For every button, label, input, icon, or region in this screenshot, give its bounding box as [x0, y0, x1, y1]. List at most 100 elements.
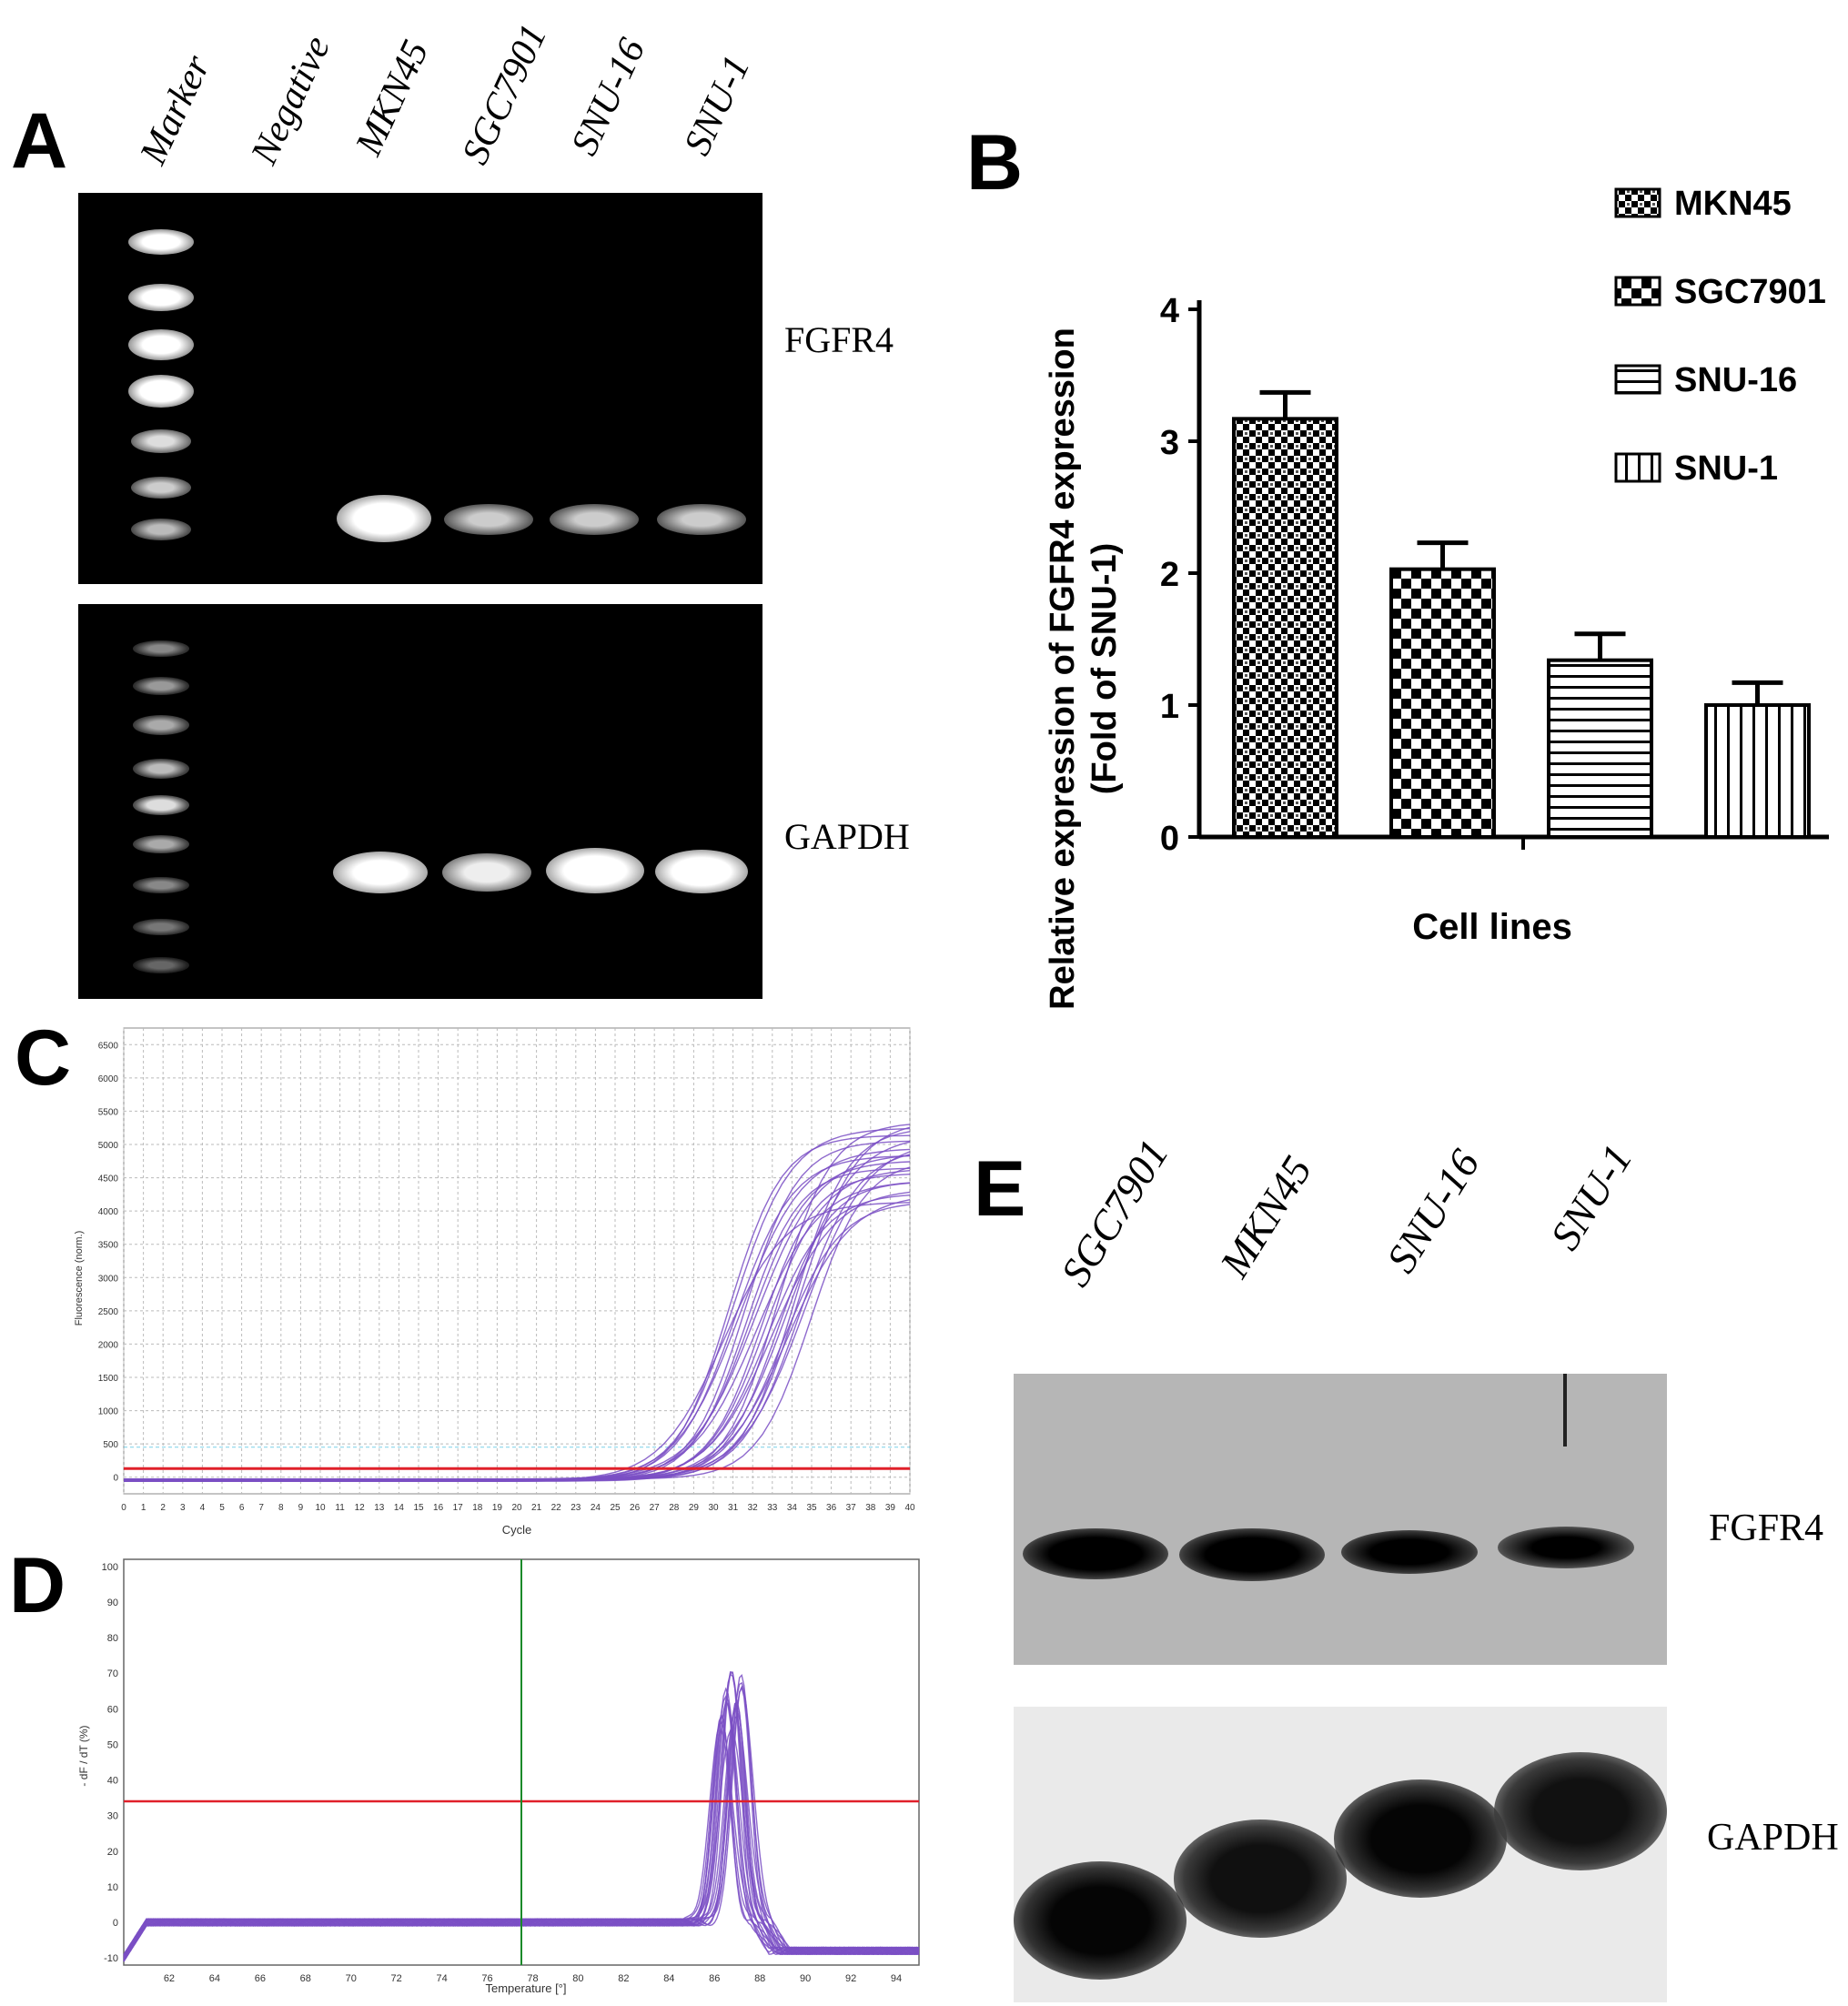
c-x-tick-label: 22: [551, 1503, 562, 1513]
western-blot-gapdh: [1014, 1707, 1667, 2002]
d-x-tick-label: 66: [255, 1973, 266, 1984]
panel-e-letter: E: [974, 1145, 1026, 1233]
d-x-tick-label: 86: [709, 1973, 720, 1984]
c-x-tick-label: 29: [689, 1503, 700, 1513]
gapdh-band-sgc7901: [442, 853, 531, 892]
c-y-axis-label: Fluorescence (norm.): [74, 1231, 85, 1326]
c-x-tick-label: 23: [571, 1503, 581, 1513]
c-x-axis-label: Cycle: [502, 1523, 532, 1537]
fgfr4-band-snu16: [550, 504, 639, 535]
lane-label-marker: Marker: [132, 48, 219, 171]
d-y-tick-label: 50: [107, 1739, 118, 1750]
c-x-tick-label: 12: [355, 1503, 366, 1513]
c-x-tick-label: 3: [180, 1503, 186, 1513]
c-x-tick-label: 11: [335, 1503, 345, 1513]
panel-b-letter: B: [966, 119, 1024, 207]
d-x-tick-label: 94: [891, 1973, 902, 1984]
c-y-tick-label: 6000: [98, 1074, 119, 1084]
wb-gapdh-band-snu1: [1494, 1752, 1667, 1870]
d-y-tick-label: 20: [107, 1847, 118, 1858]
c-x-tick-label: 19: [492, 1503, 503, 1513]
marker-band: [133, 677, 189, 695]
c-x-tick-label: 2: [160, 1503, 166, 1513]
c-x-tick-label: 14: [394, 1503, 405, 1513]
d-y-tick-label: 80: [107, 1633, 118, 1644]
c-x-tick-label: 8: [278, 1503, 284, 1513]
c-x-tick-label: 37: [846, 1503, 857, 1513]
panel-b-bar-chart: 0 1 2 3 4 MKN45 SGC7901 SNU-16 SNU-1 Cell lines…: [1044, 185, 1829, 1010]
gapdh-band-snu16: [546, 848, 644, 893]
marker-band: [133, 957, 189, 973]
c-y-tick-label: 2500: [98, 1307, 119, 1317]
marker-band: [131, 429, 191, 453]
b-legend-label: SNU-16: [1674, 361, 1797, 399]
c-x-tick-label: 7: [258, 1503, 264, 1513]
b-bar-mkn45: [1232, 417, 1338, 839]
c-x-tick-label: 27: [650, 1503, 661, 1513]
c-y-tick-label: 4000: [98, 1207, 119, 1217]
d-y-tick-label: 40: [107, 1776, 118, 1787]
panel-d-melt-curve: 62 64 66 68 70 72 74 76 78 80 82 84 86 88 90 92 94 -10 0 10…: [77, 1558, 920, 1995]
c-x-tick-label: 25: [610, 1503, 621, 1513]
lane-label-snu16: SNU-16: [563, 32, 654, 162]
b-legend-swatch: [1614, 187, 1661, 218]
b-y-tick-label: 0: [1160, 820, 1179, 858]
wb-gapdh-band-snu16: [1334, 1779, 1507, 1898]
d-x-tick-label: 78: [527, 1973, 538, 1984]
b-bar-snu-16: [1547, 658, 1653, 840]
d-y-tick-label: 100: [102, 1562, 118, 1573]
western-blot-fgfr4: [1014, 1374, 1667, 1665]
b-y-axis-label: Relative expression of FGFR4 expression: [1044, 328, 1082, 1010]
c-x-tick-label: 10: [315, 1503, 326, 1513]
c-amplification-curve: [124, 1141, 911, 1482]
wb-fgfr4-band-snu16: [1341, 1530, 1478, 1574]
wb-gapdh-band-mkn45: [1174, 1820, 1347, 1938]
c-x-tick-label: 21: [531, 1503, 542, 1513]
c-y-tick-label: 3500: [98, 1241, 119, 1251]
panel-c-amplification-plot: 0 1 2 3 4 5 6 7 8 9 10 11 12 13 14 15 16 17 18 19 20 21 22 23 24…: [74, 1027, 915, 1537]
wb-lane-label-snu16: SNU-16: [1377, 1141, 1489, 1281]
c-x-tick-label: 26: [630, 1503, 641, 1513]
marker-band: [128, 229, 194, 255]
wb-gapdh-band-sgc7901: [1014, 1861, 1187, 1980]
c-y-tick-label: 5500: [98, 1107, 119, 1117]
wb-lane-label-mkn45: MKN45: [1210, 1147, 1321, 1285]
panel-a-letter: A: [11, 97, 68, 185]
b-y-axis-label-2: (Fold of SNU-1): [1086, 543, 1124, 795]
d-x-tick-label: 88: [754, 1973, 765, 1984]
c-x-tick-label: 16: [433, 1503, 444, 1513]
c-x-tick-label: 31: [728, 1503, 739, 1513]
marker-band: [131, 477, 191, 499]
c-y-tick-label: 6500: [98, 1041, 119, 1051]
c-x-tick-label: 9: [298, 1503, 304, 1513]
marker-band: [128, 375, 194, 408]
c-x-tick-label: 39: [885, 1503, 896, 1513]
d-y-tick-label: 90: [107, 1598, 118, 1608]
b-legend-label: SGC7901: [1674, 273, 1826, 311]
c-y-tick-label: 500: [103, 1440, 118, 1450]
b-bar-snu-1: [1704, 703, 1811, 839]
wb-fgfr4-band-mkn45: [1179, 1528, 1325, 1581]
c-x-tick-label: 33: [767, 1503, 778, 1513]
wb-lane-label-snu1: SNU-1: [1540, 1136, 1641, 1258]
d-x-tick-label: 74: [436, 1973, 447, 1984]
d-x-tick-label: 92: [845, 1973, 856, 1984]
c-x-tick-label: 5: [219, 1503, 225, 1513]
fgfr4-band-snu1: [657, 504, 746, 535]
marker-band: [128, 329, 194, 360]
c-x-tick-label: 20: [511, 1503, 522, 1513]
c-x-tick-label: 34: [787, 1503, 798, 1513]
c-x-tick-label: 18: [472, 1503, 483, 1513]
fgfr4-band-sgc7901: [444, 504, 533, 535]
wb-label-fgfr4: FGFR4: [1709, 1507, 1824, 1549]
gapdh-band-mkn45: [333, 852, 428, 893]
d-x-tick-label: 72: [391, 1973, 402, 1984]
marker-band: [133, 759, 189, 779]
c-y-tick-label: 2000: [98, 1340, 119, 1350]
d-y-tick-label: 0: [113, 1918, 118, 1929]
marker-band: [133, 835, 189, 853]
c-x-tick-label: 35: [806, 1503, 817, 1513]
d-y-tick-label: 30: [107, 1811, 118, 1822]
c-x-tick-label: 36: [826, 1503, 837, 1513]
d-y-tick-label: -10: [104, 1953, 118, 1964]
